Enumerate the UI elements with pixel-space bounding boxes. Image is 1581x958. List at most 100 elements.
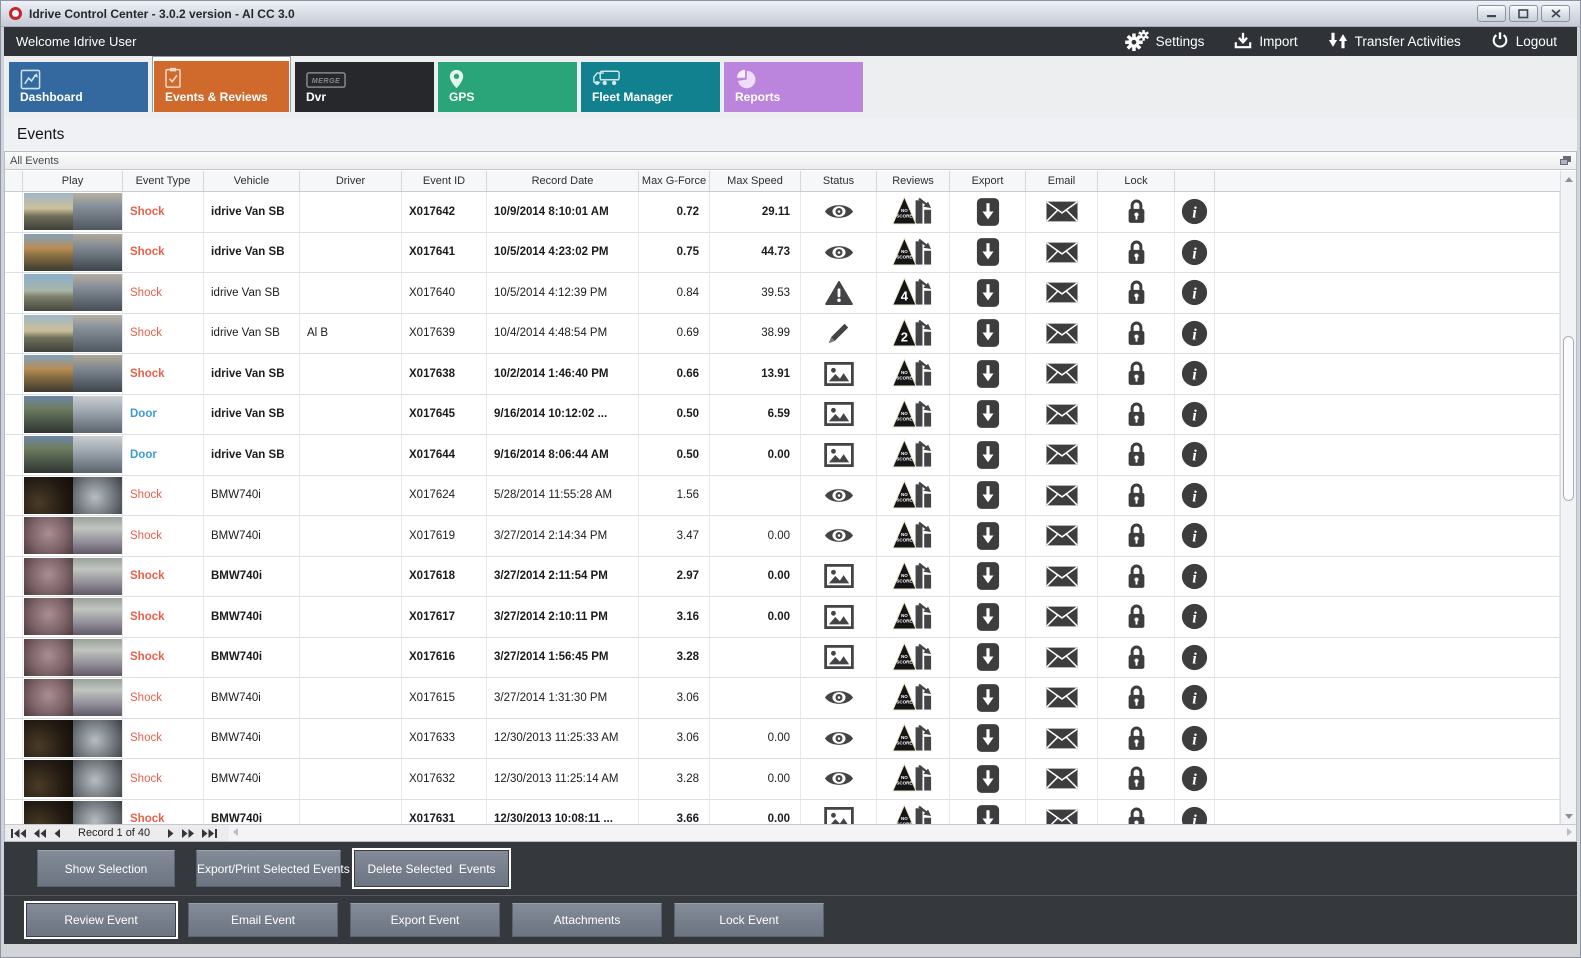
email-cell[interactable] bbox=[1026, 597, 1098, 638]
logout-button[interactable]: Logout bbox=[1491, 31, 1557, 52]
table-row[interactable]: Door idrive Van SB X017644 9/16/2014 8:0… bbox=[5, 435, 1560, 476]
play-cell[interactable] bbox=[23, 799, 123, 824]
table-row[interactable]: Shock BMW740i X017615 3/27/2014 1:31:30 … bbox=[5, 678, 1560, 719]
col-driver[interactable]: Driver bbox=[300, 171, 402, 191]
lock-cell[interactable] bbox=[1098, 799, 1175, 824]
event-video-thumbnail[interactable] bbox=[23, 800, 122, 824]
lock-cell[interactable] bbox=[1098, 313, 1175, 354]
attachments-button[interactable]: Attachments bbox=[512, 903, 662, 937]
event-video-thumbnail[interactable] bbox=[23, 274, 122, 312]
play-cell[interactable] bbox=[23, 678, 123, 719]
table-row[interactable]: Shock BMW740i X017624 5/28/2014 11:55:28… bbox=[5, 475, 1560, 516]
col-record-date[interactable]: Record Date bbox=[487, 171, 639, 191]
row-selector-cell[interactable] bbox=[5, 394, 23, 435]
export-event-button[interactable]: Export Event bbox=[350, 903, 500, 937]
row-selector-cell[interactable] bbox=[5, 192, 23, 233]
export-cell[interactable] bbox=[950, 556, 1026, 597]
col-export[interactable]: Export bbox=[950, 171, 1026, 191]
event-video-thumbnail[interactable] bbox=[23, 355, 122, 393]
email-cell[interactable] bbox=[1026, 556, 1098, 597]
play-cell[interactable] bbox=[23, 354, 123, 395]
reviews-cell[interactable]: NO SCORE bbox=[877, 232, 950, 273]
event-video-thumbnail[interactable] bbox=[23, 517, 122, 555]
delete-selected-events-button[interactable]: Delete Selected Events bbox=[354, 850, 509, 887]
review-event-button[interactable]: Review Event bbox=[26, 903, 176, 937]
lock-cell[interactable] bbox=[1098, 637, 1175, 678]
info-cell[interactable]: i bbox=[1175, 394, 1215, 435]
hscroll-right-icon[interactable] bbox=[1567, 827, 1573, 839]
move-first-icon[interactable] bbox=[11, 828, 26, 838]
table-row[interactable]: Shock idrive Van SB X017638 10/2/2014 1:… bbox=[5, 354, 1560, 395]
row-selector-cell[interactable] bbox=[5, 273, 23, 314]
event-video-thumbnail[interactable] bbox=[23, 719, 122, 757]
play-cell[interactable] bbox=[23, 597, 123, 638]
tab-events-reviews[interactable]: Events & Reviews bbox=[152, 56, 291, 112]
lock-cell[interactable] bbox=[1098, 597, 1175, 638]
info-cell[interactable]: i bbox=[1175, 637, 1215, 678]
reviews-cell[interactable]: NO SCORE bbox=[877, 718, 950, 759]
play-cell[interactable] bbox=[23, 759, 123, 800]
transfer-activities-button[interactable]: Transfer Activities bbox=[1328, 31, 1461, 53]
info-cell[interactable]: i bbox=[1175, 232, 1215, 273]
export-cell[interactable] bbox=[950, 597, 1026, 638]
play-cell[interactable] bbox=[23, 637, 123, 678]
email-cell[interactable] bbox=[1026, 192, 1098, 233]
col-max-g-force[interactable]: Max G-Force bbox=[639, 171, 710, 191]
export-cell[interactable] bbox=[950, 475, 1026, 516]
export-cell[interactable] bbox=[950, 232, 1026, 273]
event-video-thumbnail[interactable] bbox=[23, 679, 122, 717]
reviews-cell[interactable]: NO SCORE bbox=[877, 759, 950, 800]
lock-event-button[interactable]: Lock Event bbox=[674, 903, 824, 937]
reviews-cell[interactable]: 2 bbox=[877, 313, 950, 354]
export-cell[interactable] bbox=[950, 759, 1026, 800]
col-play[interactable]: Play bbox=[23, 171, 123, 191]
table-row[interactable]: Shock idrive Van SB X017640 10/5/2014 4:… bbox=[5, 273, 1560, 314]
scrollbar-thumb[interactable] bbox=[1563, 336, 1574, 501]
tab-fleet-manager[interactable]: Fleet Manager bbox=[581, 62, 720, 112]
play-cell[interactable] bbox=[23, 718, 123, 759]
table-row[interactable]: Shock BMW740i X017619 3/27/2014 2:14:34 … bbox=[5, 516, 1560, 557]
lock-cell[interactable] bbox=[1098, 192, 1175, 233]
info-cell[interactable]: i bbox=[1175, 718, 1215, 759]
col-lock[interactable]: Lock bbox=[1098, 171, 1175, 191]
tab-reports[interactable]: Reports bbox=[724, 62, 863, 112]
lock-cell[interactable] bbox=[1098, 273, 1175, 314]
row-selector-cell[interactable] bbox=[5, 354, 23, 395]
info-cell[interactable]: i bbox=[1175, 516, 1215, 557]
email-event-button[interactable]: Email Event bbox=[188, 903, 338, 937]
email-cell[interactable] bbox=[1026, 516, 1098, 557]
email-cell[interactable] bbox=[1026, 678, 1098, 719]
move-prev-page-icon[interactable] bbox=[34, 828, 46, 838]
col-status[interactable]: Status bbox=[801, 171, 877, 191]
row-selector-cell[interactable] bbox=[5, 718, 23, 759]
info-cell[interactable]: i bbox=[1175, 192, 1215, 233]
row-selector-cell[interactable] bbox=[5, 435, 23, 476]
table-row[interactable]: Shock BMW740i X017632 12/30/2013 11:25:1… bbox=[5, 759, 1560, 800]
lock-cell[interactable] bbox=[1098, 394, 1175, 435]
email-cell[interactable] bbox=[1026, 637, 1098, 678]
lock-cell[interactable] bbox=[1098, 556, 1175, 597]
info-cell[interactable]: i bbox=[1175, 759, 1215, 800]
play-cell[interactable] bbox=[23, 192, 123, 233]
tab-dashboard[interactable]: Dashboard bbox=[9, 62, 148, 112]
minimize-button[interactable] bbox=[1477, 5, 1506, 22]
show-selection-button[interactable]: Show Selection bbox=[37, 850, 175, 887]
reviews-cell[interactable]: 4 bbox=[877, 273, 950, 314]
export-cell[interactable] bbox=[950, 273, 1026, 314]
col-reviews[interactable]: Reviews bbox=[877, 171, 950, 191]
vertical-scrollbar[interactable] bbox=[1560, 171, 1576, 824]
row-selector-cell[interactable] bbox=[5, 799, 23, 824]
export-cell[interactable] bbox=[950, 354, 1026, 395]
export-cell[interactable] bbox=[950, 192, 1026, 233]
table-row[interactable]: Door idrive Van SB X017645 9/16/2014 10:… bbox=[5, 394, 1560, 435]
move-last-icon[interactable] bbox=[202, 828, 218, 838]
play-cell[interactable] bbox=[23, 435, 123, 476]
email-cell[interactable] bbox=[1026, 273, 1098, 314]
table-row[interactable]: Shock BMW740i X017633 12/30/2013 11:25:3… bbox=[5, 718, 1560, 759]
export-cell[interactable] bbox=[950, 313, 1026, 354]
col-event-id[interactable]: Event ID bbox=[402, 171, 487, 191]
event-video-thumbnail[interactable] bbox=[23, 557, 122, 595]
reviews-cell[interactable]: NO SCORE bbox=[877, 516, 950, 557]
table-row[interactable]: Shock idrive Van SB X017641 10/5/2014 4:… bbox=[5, 232, 1560, 273]
play-cell[interactable] bbox=[23, 313, 123, 354]
